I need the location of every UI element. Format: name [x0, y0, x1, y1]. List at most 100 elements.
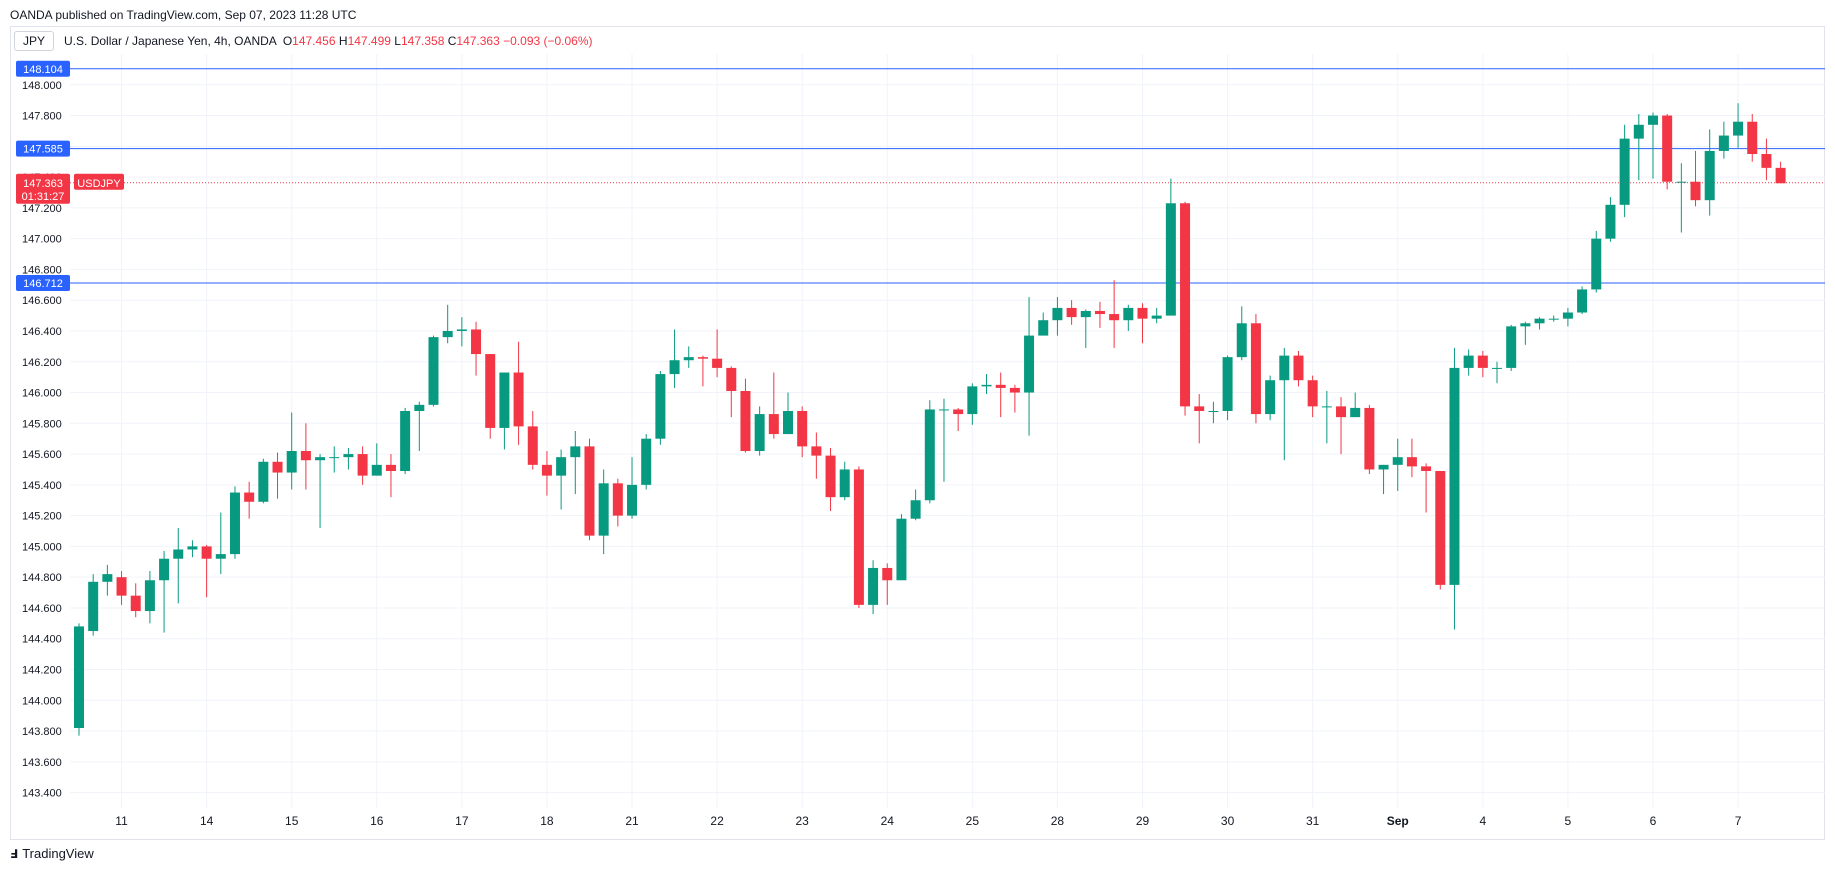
symbol-search-box[interactable]: JPY [14, 31, 55, 51]
candle [1562, 307, 1573, 327]
candle-body [726, 367, 737, 391]
y-tick-label: 143.600 [22, 757, 62, 769]
candle [868, 560, 879, 615]
candle [357, 446, 368, 485]
candle-body [456, 329, 467, 331]
candle-body [1350, 407, 1361, 418]
candle-body [1123, 307, 1134, 321]
candle-body [400, 410, 411, 472]
candle-body [768, 414, 779, 435]
candle [371, 443, 382, 476]
x-tick-label: 14 [200, 814, 214, 828]
candle [1293, 350, 1304, 387]
x-tick-label: 22 [710, 814, 724, 828]
candle-body [471, 329, 482, 355]
candle-body [1222, 357, 1233, 411]
candle [201, 544, 212, 598]
y-tick-label: 146.200 [22, 357, 62, 369]
candle [527, 410, 538, 470]
candle [811, 432, 822, 479]
candle [1619, 124, 1630, 218]
candle [1279, 347, 1290, 461]
candle [329, 446, 340, 473]
candle [1307, 375, 1318, 418]
candle-body [499, 372, 510, 428]
candle [938, 398, 949, 482]
candle [1477, 350, 1488, 378]
candle [1647, 112, 1658, 179]
x-tick-label: 25 [966, 814, 980, 828]
candle-body [315, 457, 326, 461]
x-tick-label: 4 [1479, 814, 1486, 828]
candle-body [414, 404, 425, 411]
candle [1364, 404, 1375, 475]
candle-body [1718, 135, 1729, 151]
candle [1463, 349, 1474, 376]
candle-body [173, 549, 184, 559]
brand-name[interactable]: TradingView [22, 846, 94, 861]
candle [541, 451, 552, 496]
candle-body [286, 451, 297, 473]
candle-body [1633, 124, 1644, 139]
low-label: L [394, 34, 401, 48]
candle-body [783, 410, 793, 435]
x-tick-label: Sep [1387, 814, 1409, 828]
candle-body [1619, 138, 1630, 205]
candle [385, 454, 396, 498]
candle [1690, 150, 1701, 207]
candle-body [1676, 181, 1687, 183]
x-tick-label: 28 [1051, 814, 1065, 828]
y-tick-label: 145.800 [22, 418, 62, 430]
candle-body [229, 492, 240, 555]
y-tick-label: 145.200 [22, 511, 62, 523]
candle [130, 583, 141, 618]
candle [1506, 324, 1517, 371]
candle [414, 401, 425, 452]
candle-body [641, 438, 652, 485]
candle-body [1492, 367, 1502, 369]
candle-body [627, 484, 638, 516]
candle [244, 481, 255, 519]
y-tick-label: 148.000 [22, 80, 62, 92]
candle [1747, 114, 1758, 162]
candle-body [1733, 121, 1744, 136]
y-tick-label: 146.600 [22, 295, 62, 307]
candle [740, 378, 751, 453]
tradingview-logo-icon[interactable]: Ⅎ [10, 846, 19, 861]
last-price-label: 147.363 [23, 178, 63, 190]
x-tick-label: 17 [455, 814, 469, 828]
candle [1775, 161, 1786, 184]
candle [215, 512, 226, 575]
candle [1704, 129, 1715, 216]
candle [471, 321, 482, 376]
candle-body [144, 580, 155, 612]
candle [513, 341, 524, 445]
candle-body [1038, 320, 1049, 336]
candle-body [981, 384, 992, 387]
y-tick-label: 144.600 [22, 603, 62, 615]
candle-body [938, 409, 949, 411]
candle-body [811, 446, 822, 456]
candle-body [1052, 307, 1063, 321]
horizontal-line-label-bg [16, 274, 70, 291]
last-price-label-bg [16, 173, 70, 204]
y-tick-label: 144.000 [22, 695, 62, 707]
candle [88, 574, 99, 636]
candle-body [272, 461, 283, 473]
candle [669, 329, 680, 388]
candle [1052, 297, 1063, 336]
candle [1378, 464, 1389, 495]
candle-body [541, 464, 552, 476]
candle-body [1236, 323, 1247, 358]
y-tick-label: 143.800 [22, 726, 62, 738]
candle-body [1435, 471, 1446, 585]
candle-body [1534, 318, 1545, 324]
candle-body [1506, 326, 1517, 368]
candle [882, 563, 893, 605]
candle [1605, 197, 1616, 242]
candle [655, 370, 666, 445]
close-label: C [447, 34, 457, 48]
symbol-tag-bg [74, 173, 124, 190]
symbol-tag: USDJPY [77, 178, 121, 190]
